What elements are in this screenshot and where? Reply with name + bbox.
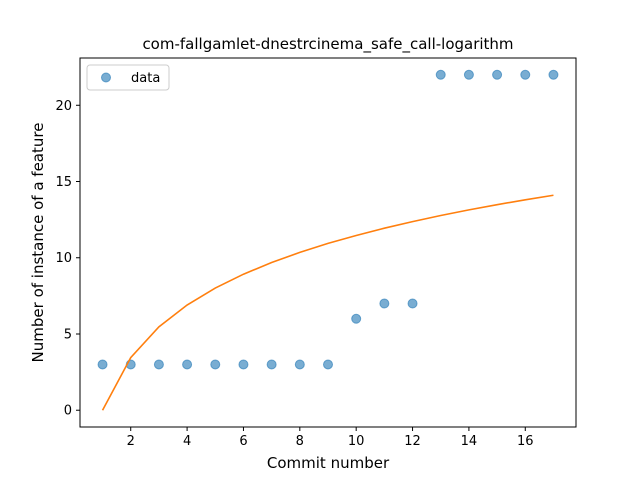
x-tick-label: 4 xyxy=(183,434,191,449)
x-tick-label: 10 xyxy=(348,434,365,449)
x-tick-label: 14 xyxy=(461,434,478,449)
x-tick-label: 8 xyxy=(296,434,304,449)
data-point xyxy=(492,69,503,80)
chart-title: com-fallgamlet-dnestrcinema_safe_call-lo… xyxy=(142,35,513,54)
data-point xyxy=(463,69,474,80)
x-tick-label: 6 xyxy=(239,434,247,449)
x-tick-label: 12 xyxy=(404,434,421,449)
y-tick-label: 10 xyxy=(55,251,72,266)
fit-line xyxy=(101,194,554,411)
y-tick-label: 5 xyxy=(64,327,72,342)
data-point xyxy=(520,69,531,80)
y-tick-label: 20 xyxy=(55,99,72,114)
data-point xyxy=(182,359,193,370)
data-point xyxy=(323,359,333,370)
y-tick-label: 15 xyxy=(55,175,72,190)
plot-frame xyxy=(79,57,577,428)
series-layer xyxy=(97,69,559,411)
x-tick-label: 16 xyxy=(517,434,534,449)
data-point xyxy=(210,359,221,370)
legend-box xyxy=(86,64,170,91)
data-point xyxy=(238,359,249,370)
data-point xyxy=(294,359,305,370)
data-point xyxy=(548,69,559,80)
data-point xyxy=(407,298,418,309)
legend-marker-data xyxy=(101,72,111,83)
ticks-layer: 2 4 6 8 10 12 14 16 0 5 10 15 20 xyxy=(55,99,533,449)
y-axis-label: Number of instance of a feature xyxy=(29,123,47,363)
data-point xyxy=(379,298,390,309)
data-point xyxy=(435,69,446,80)
data-point xyxy=(266,359,277,370)
data-point xyxy=(153,359,164,370)
data-point xyxy=(351,313,362,324)
x-tick-label: 2 xyxy=(127,434,135,449)
y-tick-label: 0 xyxy=(64,404,72,419)
plot-area xyxy=(80,58,576,427)
legend-label-data: data xyxy=(131,71,160,86)
data-point xyxy=(97,359,108,370)
x-axis-label: Commit number xyxy=(267,454,390,472)
legend: data xyxy=(86,64,170,91)
